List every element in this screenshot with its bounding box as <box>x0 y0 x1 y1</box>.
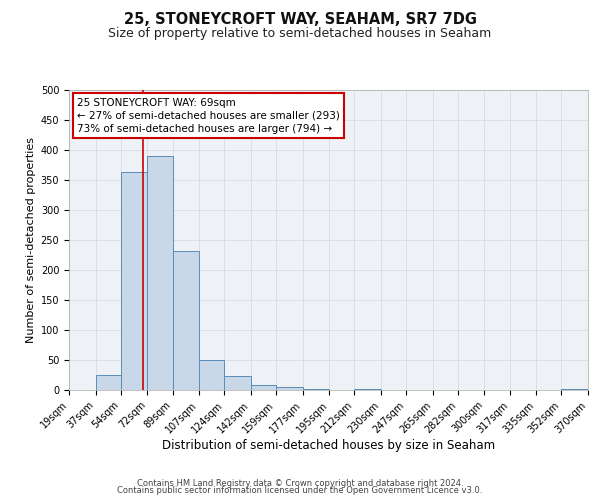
X-axis label: Distribution of semi-detached houses by size in Seaham: Distribution of semi-detached houses by … <box>162 439 495 452</box>
Bar <box>199 360 224 390</box>
Bar <box>173 251 199 390</box>
Text: Size of property relative to semi-detached houses in Seaham: Size of property relative to semi-detach… <box>109 28 491 40</box>
Bar <box>224 376 251 390</box>
Text: Contains HM Land Registry data © Crown copyright and database right 2024.: Contains HM Land Registry data © Crown c… <box>137 478 463 488</box>
Bar <box>276 387 302 390</box>
Text: 25 STONEYCROFT WAY: 69sqm
← 27% of semi-detached houses are smaller (293)
73% of: 25 STONEYCROFT WAY: 69sqm ← 27% of semi-… <box>77 98 340 134</box>
Text: Contains public sector information licensed under the Open Government Licence v3: Contains public sector information licen… <box>118 486 482 495</box>
Y-axis label: Number of semi-detached properties: Number of semi-detached properties <box>26 137 37 343</box>
Bar <box>251 385 276 390</box>
Bar <box>121 172 148 390</box>
Bar <box>148 156 173 390</box>
Text: 25, STONEYCROFT WAY, SEAHAM, SR7 7DG: 25, STONEYCROFT WAY, SEAHAM, SR7 7DG <box>124 12 476 28</box>
Bar <box>95 375 121 390</box>
